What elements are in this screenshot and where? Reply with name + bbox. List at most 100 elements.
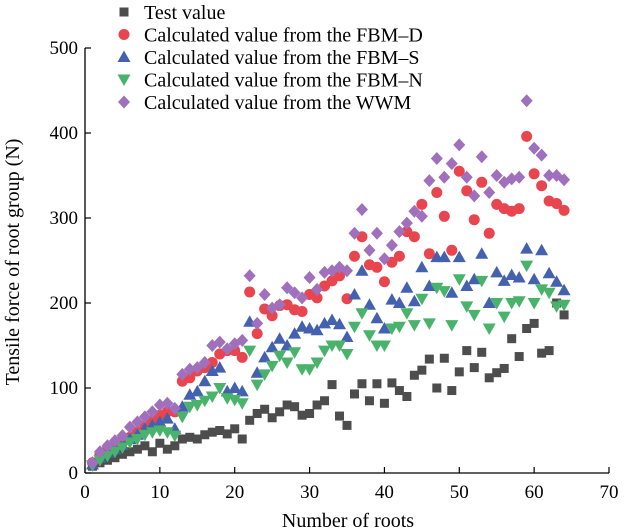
data-point-triangle-down (138, 429, 152, 442)
y-tick-label: 200 (50, 293, 79, 314)
axis-ticks (84, 47, 610, 474)
data-point-triangle-up (542, 266, 556, 279)
data-point-diamond (123, 420, 136, 434)
data-point-square (424, 354, 434, 364)
data-point-diamond (131, 415, 144, 429)
data-point-triangle-down (377, 340, 391, 352)
data-point-diamond (281, 281, 294, 295)
data-point-diamond (86, 456, 99, 470)
data-point-circle (348, 250, 360, 262)
data-point-circle (259, 303, 271, 315)
data-point-triangle-up (333, 317, 347, 330)
data-point-triangle-down (198, 395, 212, 408)
data-point-circle (536, 180, 548, 192)
data-point-triangle-up (400, 281, 414, 293)
data-point-square (245, 415, 255, 425)
data-point-circle (408, 231, 420, 243)
data-point-triangle-down (452, 274, 466, 286)
data-point-triangle-up (505, 268, 519, 280)
data-point-circle (244, 286, 256, 298)
data-point-circle (558, 204, 570, 216)
data-point-triangle-up (497, 274, 511, 286)
data-point-triangle-down (347, 321, 361, 334)
data-point-square (320, 396, 330, 406)
data-points (85, 94, 571, 472)
data-point-diamond (93, 445, 106, 459)
data-point-square (140, 441, 150, 451)
legend-item: Calculated value from the FBM–D (118, 25, 423, 47)
data-point-square (282, 400, 292, 410)
data-point-diamond (400, 216, 413, 230)
data-point-square (364, 396, 374, 406)
data-point-diamond (138, 410, 151, 424)
legend-item: Calculated value from the FBM–N (117, 70, 423, 92)
data-point-triangle-down (175, 411, 189, 424)
data-point-triangle-down (482, 323, 496, 335)
data-point-triangle-down (505, 298, 519, 310)
data-point-diamond (243, 269, 256, 283)
data-point-square (117, 449, 127, 459)
data-point-triangle-up (198, 374, 212, 387)
data-point-square (514, 352, 524, 362)
legend-marker-triangle-down (117, 74, 131, 86)
x-tick-label: 30 (300, 482, 319, 503)
data-point-diamond (378, 252, 391, 266)
data-point-diamond (370, 226, 383, 240)
data-point-triangle-down (520, 260, 534, 273)
data-point-triangle-down (123, 437, 137, 449)
data-point-diamond (393, 225, 406, 239)
data-point-circle (468, 214, 480, 226)
data-point-triangle-down (93, 455, 107, 467)
data-point-triangle-up (415, 260, 429, 273)
data-point-diamond (191, 361, 204, 375)
legend-marker-square (119, 7, 129, 17)
data-point-circle (461, 185, 473, 197)
data-point-square (439, 353, 449, 363)
data-point-triangle-down (422, 318, 436, 330)
data-point-triangle-down (557, 299, 571, 312)
data-point-square (290, 402, 300, 412)
data-point-diamond (116, 429, 129, 443)
data-point-circle (334, 270, 346, 282)
data-point-diamond (161, 396, 174, 410)
data-point-circle (236, 351, 248, 363)
data-point-diamond (168, 401, 181, 415)
data-point-square (402, 392, 412, 401)
data-point-triangle-down (258, 369, 272, 381)
data-point-triangle-down (100, 451, 114, 463)
data-point-square (499, 363, 509, 373)
data-point-triangle-up (347, 288, 361, 300)
data-point-square (252, 409, 262, 418)
data-point-square (507, 334, 517, 344)
data-point-triangle-down (108, 446, 122, 459)
data-point-triangle-up (190, 384, 204, 397)
data-point-triangle-up (183, 388, 197, 400)
data-point-triangle-down (288, 347, 302, 359)
y-tick-label: 0 (69, 463, 79, 484)
legend-label: Calculated value from the FBM–N (144, 70, 423, 92)
data-point-square (305, 409, 315, 418)
x-tick-label: 10 (150, 482, 169, 503)
series-diamond (86, 94, 571, 470)
legend-marker-triangle-up (117, 50, 131, 62)
data-point-square (544, 346, 554, 356)
data-point-circle (483, 227, 495, 239)
data-point-triangle-down (145, 427, 159, 439)
data-point-square (529, 318, 539, 328)
data-point-triangle-up (385, 293, 399, 305)
data-point-circle (251, 328, 263, 340)
data-point-diamond (460, 170, 473, 184)
data-point-square (537, 348, 547, 358)
data-point-diamond (520, 94, 533, 108)
data-point-triangle-up (475, 247, 489, 259)
x-tick-label: 0 (80, 482, 90, 503)
data-point-diamond (288, 286, 301, 300)
data-point-triangle-up (235, 384, 249, 397)
data-point-triangle-down (280, 357, 294, 369)
data-point-triangle-down (542, 287, 556, 300)
data-point-triangle-down (460, 301, 474, 313)
data-point-triangle-down (235, 398, 249, 410)
data-point-triangle-up (213, 361, 227, 373)
data-point-square (215, 426, 225, 435)
